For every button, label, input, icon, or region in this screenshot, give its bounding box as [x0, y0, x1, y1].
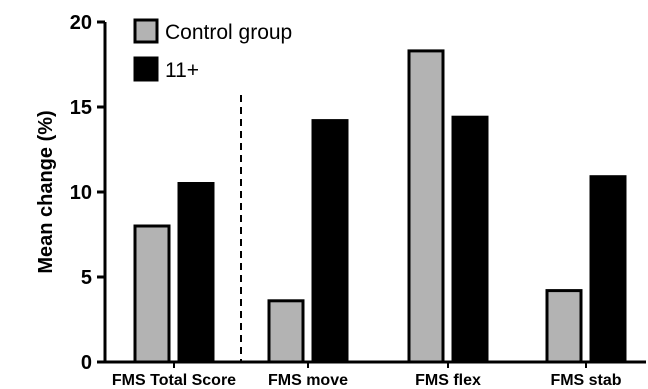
y-axis-ticks: 0 5 10 15 20 [70, 12, 105, 374]
x-tick-label-fms-stab: FMS stab [550, 372, 621, 389]
x-tick-label-fms-flex: FMS flex [415, 372, 481, 389]
bar-control-group-fms-flex [407, 49, 445, 364]
y-tick-label: 5 [81, 267, 92, 289]
y-tick-label: 15 [70, 97, 92, 119]
legend: Control group 11+ [133, 18, 292, 82]
bar-control-group-fms-move [267, 299, 305, 364]
bar-11-plus-fms-flex [451, 115, 489, 364]
bar-11-plus-fms-move [311, 119, 349, 364]
x-axis-ticks: FMS Total Score FMS move FMS flex FMS stab [112, 362, 622, 389]
legend-item-11-plus: 11+ [133, 56, 199, 82]
y-tick-label: 10 [70, 182, 92, 204]
y-axis-title: Mean change (%) [35, 110, 57, 273]
y-tick-label: 20 [70, 12, 92, 34]
bar-control-group-fms-stab [545, 289, 583, 364]
legend-swatch-control-group [133, 18, 159, 44]
x-tick-label-fms-move: FMS move [268, 372, 348, 389]
bars [133, 49, 627, 364]
y-tick-label: 0 [81, 352, 92, 374]
legend-label-control-group: Control group [165, 21, 292, 44]
bar-11-plus-fms-stab [589, 175, 627, 364]
bar-11-plus-fms-total-score [177, 182, 215, 364]
legend-label-11-plus: 11+ [165, 59, 199, 82]
bar-control-group-fms-total-score [133, 224, 171, 364]
legend-swatch-11-plus [133, 56, 159, 82]
x-tick-label-fms-total-score: FMS Total Score [112, 372, 236, 389]
legend-item-control-group: Control group [133, 18, 292, 44]
